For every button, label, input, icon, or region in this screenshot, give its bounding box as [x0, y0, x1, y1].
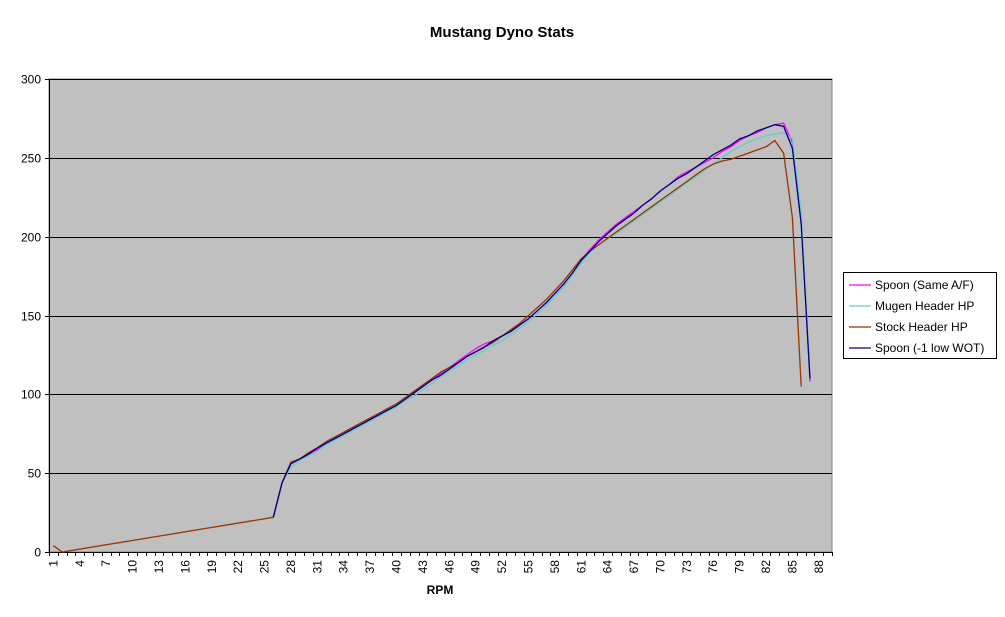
- legend-label: Stock Header HP: [875, 320, 968, 334]
- x-tick-label: 37: [363, 560, 377, 574]
- x-tick-label: 58: [548, 560, 562, 574]
- x-tick-label: 31: [310, 560, 324, 574]
- x-tick-label: 34: [337, 560, 351, 574]
- x-tick-label: 64: [601, 560, 615, 574]
- y-tick-label: 250: [21, 152, 41, 166]
- y-tick-label: 300: [21, 73, 41, 87]
- x-tick-label: 67: [627, 560, 641, 574]
- x-tick-label: 19: [205, 560, 219, 574]
- series-line: [53, 139, 802, 553]
- legend-label: Spoon (-1 low WOT): [875, 341, 984, 355]
- legend: Spoon (Same A/F) Mugen Header HP Stock Hea…: [843, 272, 997, 359]
- x-tick-label: 55: [521, 560, 535, 574]
- legend-label: Spoon (Same A/F): [875, 278, 974, 292]
- x-tick-label: 1: [46, 560, 60, 567]
- x-tick-label: 52: [495, 560, 509, 574]
- x-tick-label: 43: [416, 560, 430, 574]
- x-tick-label: 10: [126, 560, 140, 574]
- x-tick-label: 49: [469, 560, 483, 574]
- y-tick-label: 50: [28, 467, 42, 481]
- x-tick-label: 22: [231, 560, 245, 574]
- plot-area: 0 50 100 150 200 250 300 1 4 7 10 13 16 19 22 25 28 31 34 3…: [21, 73, 833, 574]
- x-tick-label: 46: [442, 560, 456, 574]
- x-tick-label: 4: [73, 560, 87, 567]
- x-tick-label: 73: [680, 560, 694, 574]
- legend-box: [843, 272, 997, 359]
- chart-title: Mustang Dyno Stats: [430, 24, 574, 41]
- x-tick-label: 7: [99, 560, 113, 567]
- plot-background: [48, 78, 833, 553]
- x-tick-label: 16: [178, 560, 192, 574]
- x-tick-label: 85: [785, 560, 799, 574]
- series-line: [272, 131, 811, 518]
- x-tick-label: 25: [258, 560, 272, 574]
- x-tick-label: 13: [152, 560, 166, 574]
- x-tick-label: 40: [390, 560, 404, 574]
- x-tick-label: 70: [653, 560, 667, 574]
- series-line: [272, 124, 811, 518]
- legend-label: Mugen Header HP: [875, 299, 974, 313]
- x-tick-label: 79: [733, 560, 747, 574]
- y-tick-label: 200: [21, 231, 41, 245]
- y-tick-label: 100: [21, 388, 41, 402]
- y-tick-label: 150: [21, 310, 41, 324]
- x-axis-title: RPM: [427, 583, 454, 597]
- x-tick-label: 88: [812, 560, 826, 574]
- x-tick-label: 61: [574, 560, 588, 574]
- x-tick-label: 76: [706, 560, 720, 574]
- x-tick-label: 28: [284, 560, 298, 574]
- y-tick-label: 0: [34, 546, 41, 560]
- x-tick-label: 82: [759, 560, 773, 574]
